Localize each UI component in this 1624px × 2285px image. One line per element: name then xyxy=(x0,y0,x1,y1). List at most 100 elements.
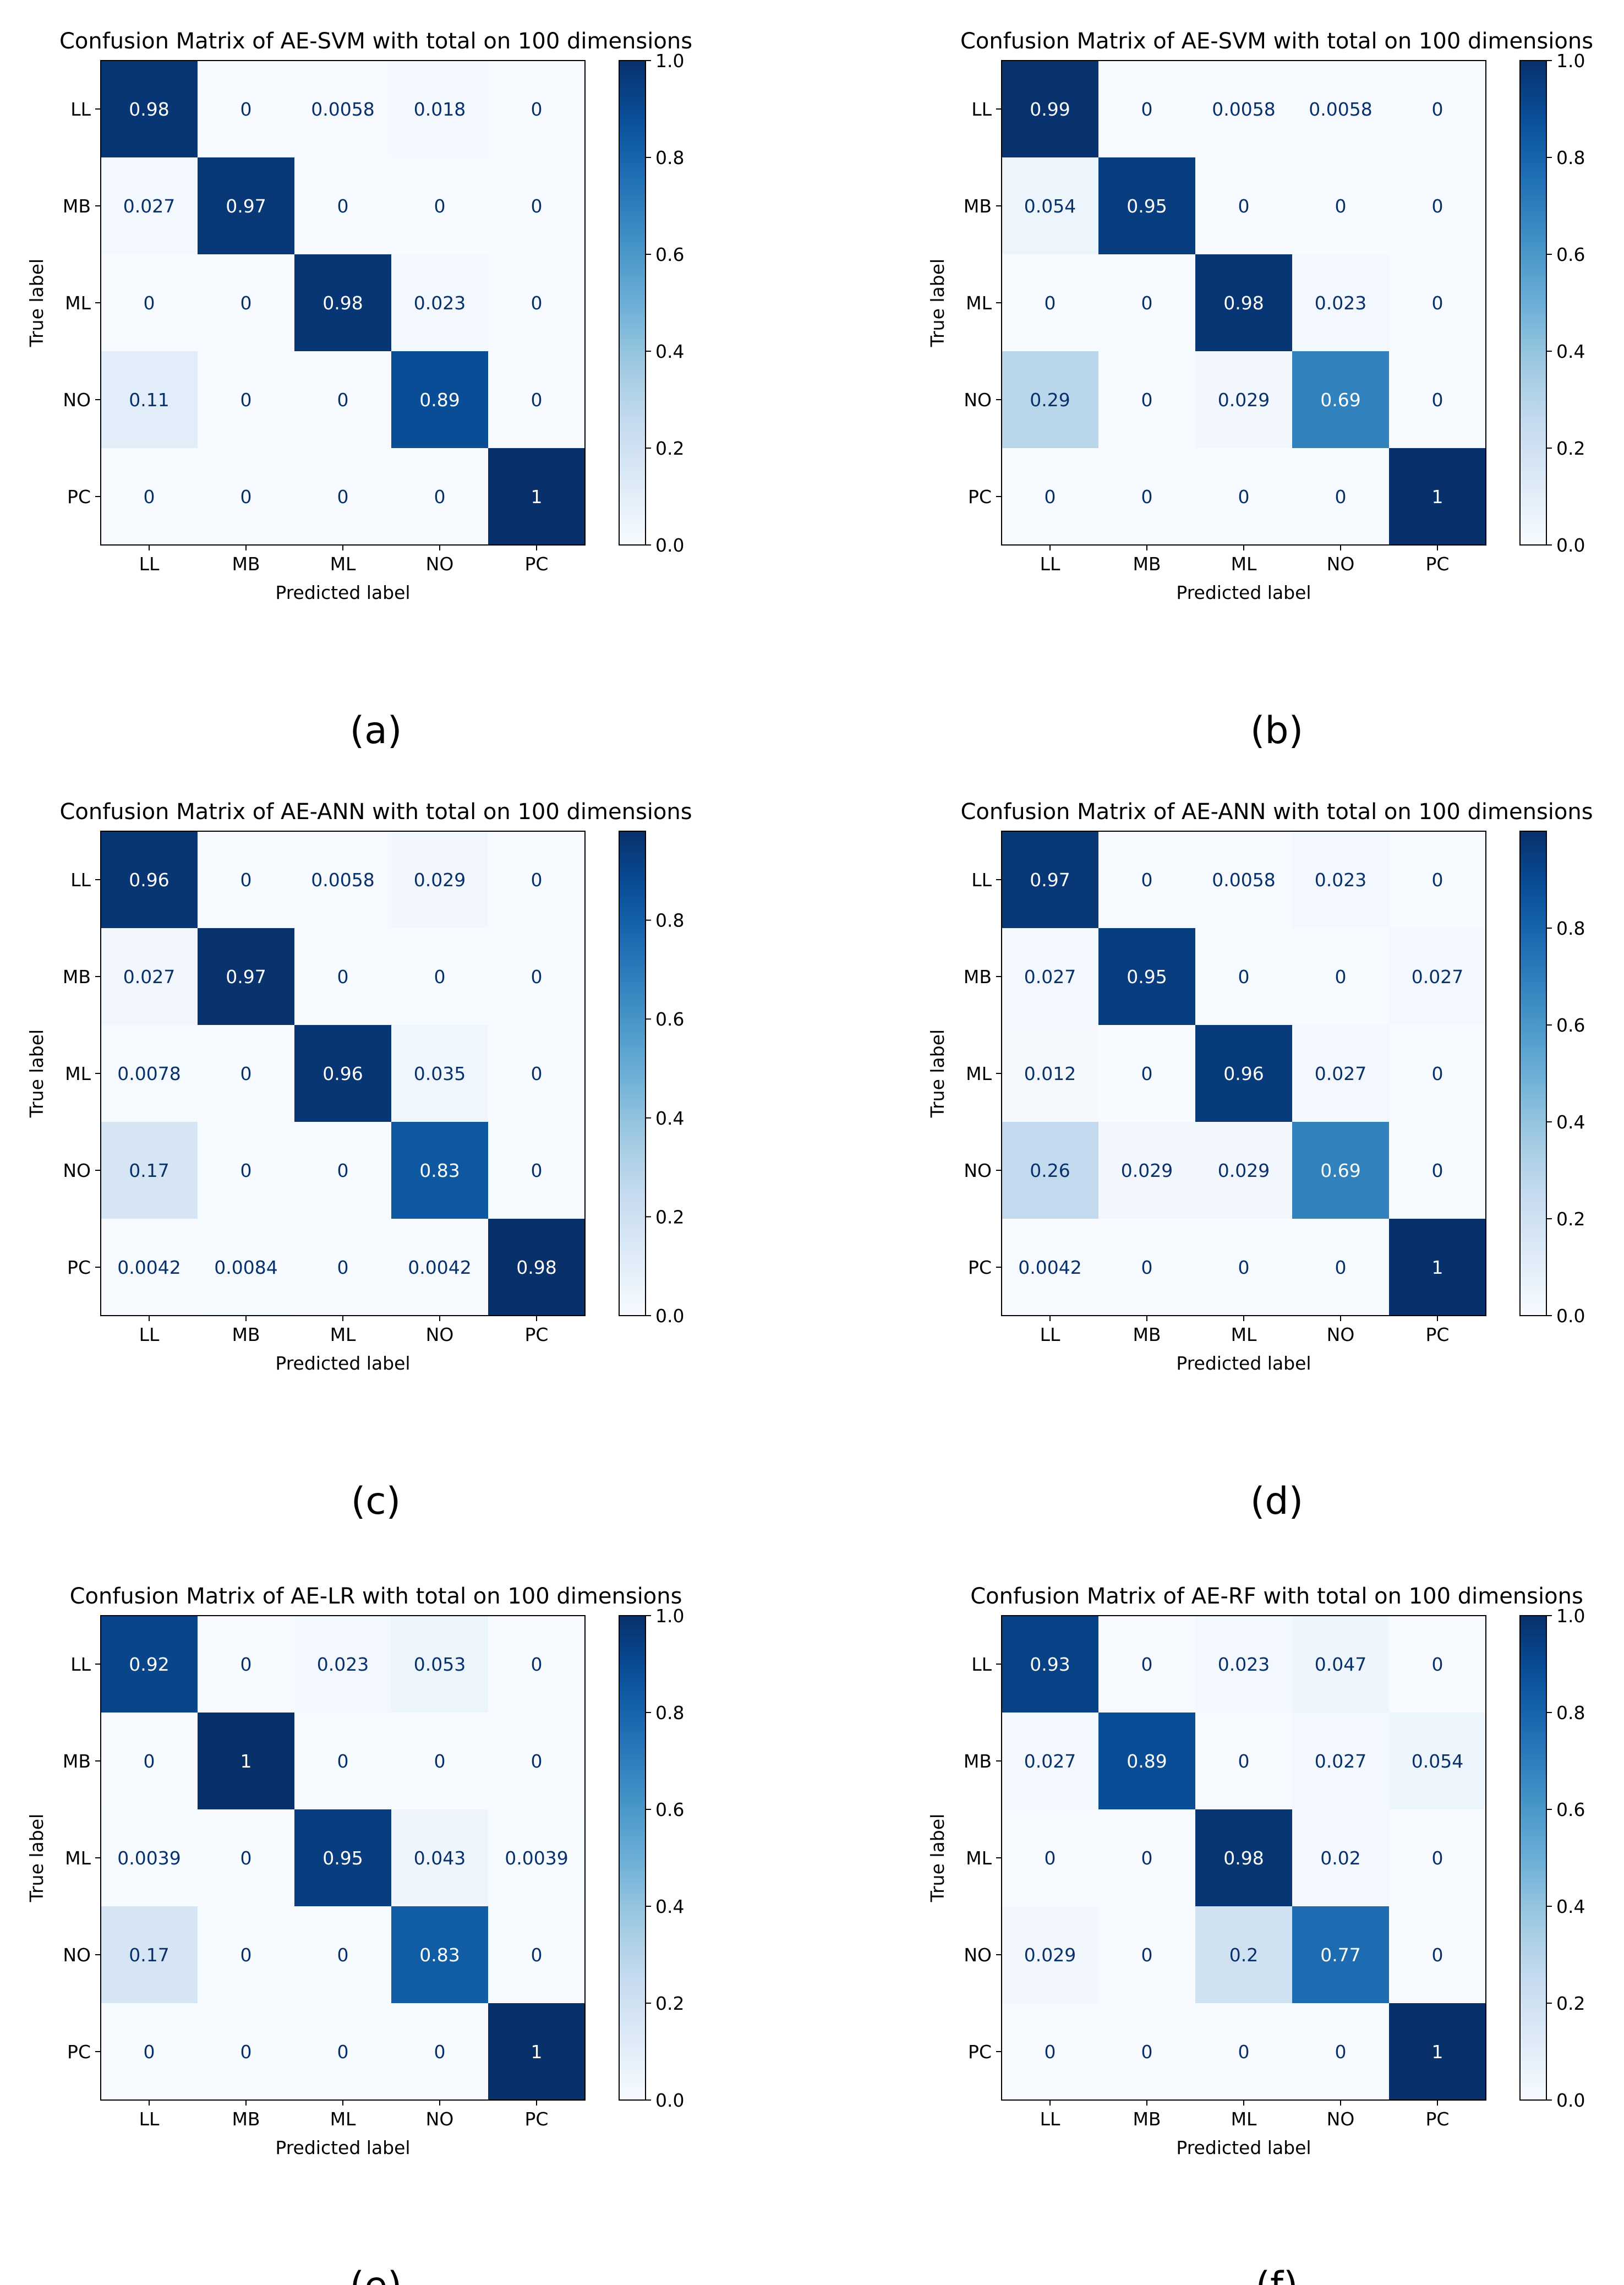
x-tick-label: LL xyxy=(1040,1324,1060,1345)
cell-value-label: 0.054 xyxy=(1024,195,1076,217)
cell-value-label: 1 xyxy=(1432,2041,1443,2063)
cell-value-label: 0 xyxy=(1432,1654,1443,1675)
cell-value-label: 0 xyxy=(337,966,349,988)
heatmap-cell xyxy=(294,831,391,928)
heatmap-cell xyxy=(391,1906,488,2003)
x-tick-label: ML xyxy=(330,2108,356,2130)
heatmap-cell xyxy=(1389,1809,1486,1906)
x-tick-label: MB xyxy=(232,1324,260,1345)
heatmap-cell xyxy=(488,157,585,254)
cell-value-label: 0.98 xyxy=(1223,1847,1264,1869)
heatmap-cell xyxy=(101,1025,198,1122)
cell-value-label: 0 xyxy=(531,1750,543,1772)
cell-value-label: 0 xyxy=(1238,2041,1250,2063)
heatmap-cell xyxy=(198,1025,294,1122)
cell-value-label: 0 xyxy=(1141,292,1153,314)
heatmap-cell xyxy=(1002,831,1098,928)
heatmap-cell xyxy=(1292,1025,1389,1122)
cell-value-label: 0 xyxy=(531,292,543,314)
cell-value-label: 0.92 xyxy=(129,1654,169,1675)
heatmap-cell xyxy=(391,448,488,545)
cell-value-label: 0.02 xyxy=(1320,1847,1360,1869)
heatmap-cell xyxy=(1195,2003,1292,2100)
x-axis-label: Predicted label xyxy=(1176,2137,1311,2158)
heatmap-cell xyxy=(1098,2003,1195,2100)
heatmap-cell xyxy=(1195,61,1292,157)
cell-value-label: 0.17 xyxy=(129,1160,169,1181)
cell-value-label: 0 xyxy=(1141,1063,1153,1084)
y-tick-label: ML xyxy=(966,1063,992,1084)
cell-value-label: 0.0084 xyxy=(214,1257,277,1278)
cell-value-label: 1 xyxy=(240,1750,252,1772)
heatmap-cell xyxy=(1389,1713,1486,1809)
colorbar-tick-label: 0.6 xyxy=(1556,1015,1585,1036)
heatmap-cell xyxy=(1098,1219,1195,1316)
x-tick-label: MB xyxy=(232,553,260,575)
colorbar-tick-label: 0.4 xyxy=(655,1108,684,1129)
x-tick-label: NO xyxy=(426,553,454,575)
y-tick-label: LL xyxy=(70,869,91,891)
heatmap-cell xyxy=(488,61,585,157)
y-tick-label: ML xyxy=(65,1847,91,1869)
cell-value-label: 0.0058 xyxy=(311,869,374,891)
cell-value-label: 0.054 xyxy=(1412,1750,1463,1772)
heatmap-cell xyxy=(198,1809,294,1906)
cell-value-label: 0 xyxy=(240,2041,252,2063)
cell-value-label: 0 xyxy=(1238,1257,1250,1278)
heatmap-cell xyxy=(198,2003,294,2100)
cell-value-label: 0.027 xyxy=(1315,1750,1366,1772)
heatmap-cell xyxy=(1292,351,1389,448)
heatmap-cell xyxy=(101,448,198,545)
colorbar xyxy=(1519,1615,1547,2101)
cell-value-label: 0 xyxy=(337,2041,349,2063)
heatmap-cell xyxy=(294,351,391,448)
cell-value-label: 0.0039 xyxy=(505,1847,568,1869)
cell-value-label: 0 xyxy=(1335,966,1347,988)
cell-value-label: 0.035 xyxy=(414,1063,466,1084)
chart-panel-a: Confusion Matrix of AE-SVM with total on… xyxy=(26,29,692,752)
heatmap-cell xyxy=(294,1906,391,2003)
heatmap-cell xyxy=(391,928,488,1025)
cell-value-label: 0.029 xyxy=(1218,389,1270,411)
colorbar-tick-label: 0.8 xyxy=(655,910,684,931)
heatmap-cell xyxy=(1389,1906,1486,2003)
heatmap-cell xyxy=(1195,157,1292,254)
cell-value-label: 0 xyxy=(1141,99,1153,120)
cell-value-label: 0.023 xyxy=(414,292,466,314)
colorbar xyxy=(619,60,646,546)
cell-value-label: 0 xyxy=(1432,1063,1443,1084)
heatmap-cell xyxy=(391,1219,488,1316)
cell-value-label: 0 xyxy=(531,1063,543,1084)
cell-value-label: 0.97 xyxy=(1030,869,1070,891)
colorbar-tick-label: 0.0 xyxy=(655,535,684,556)
cell-value-label: 0.98 xyxy=(1223,292,1264,314)
cell-value-label: 0.0058 xyxy=(311,99,374,120)
y-tick-label: MB xyxy=(964,966,992,988)
heatmap-cell xyxy=(488,1713,585,1809)
cell-value-label: 0 xyxy=(1045,292,1056,314)
heatmap-cell xyxy=(1195,1809,1292,1906)
heatmap-cell xyxy=(1389,1122,1486,1219)
heatmap-cell xyxy=(1195,1025,1292,1122)
cell-value-label: 0.69 xyxy=(1320,1160,1360,1181)
y-tick-label: PC xyxy=(968,2041,992,2063)
cell-value-label: 0.97 xyxy=(226,966,266,988)
heatmap-cell xyxy=(391,1122,488,1219)
colorbar-tick-label: 0.0 xyxy=(1556,535,1585,556)
heatmap-cell xyxy=(198,448,294,545)
cell-value-label: 0 xyxy=(1432,1847,1443,1869)
y-tick-label: PC xyxy=(67,486,91,508)
heatmap-cell xyxy=(488,831,585,928)
x-tick-label: MB xyxy=(232,2108,260,2130)
heatmap-cell xyxy=(391,157,488,254)
colorbar-tick-label: 1.0 xyxy=(655,50,684,72)
heatmap-cell xyxy=(391,351,488,448)
colorbar-tick-label: 0.0 xyxy=(655,1305,684,1327)
colorbar-tick-label: 0.6 xyxy=(655,244,684,265)
colorbar-tick-label: 0.2 xyxy=(655,1206,684,1228)
colorbar-tick-label: 0.4 xyxy=(655,1896,684,1917)
cell-value-label: 0 xyxy=(1141,1654,1153,1675)
heatmap-cell xyxy=(1292,448,1389,545)
x-tick-label: ML xyxy=(330,1324,356,1345)
colorbar-tick-label: 0.2 xyxy=(1556,438,1585,459)
